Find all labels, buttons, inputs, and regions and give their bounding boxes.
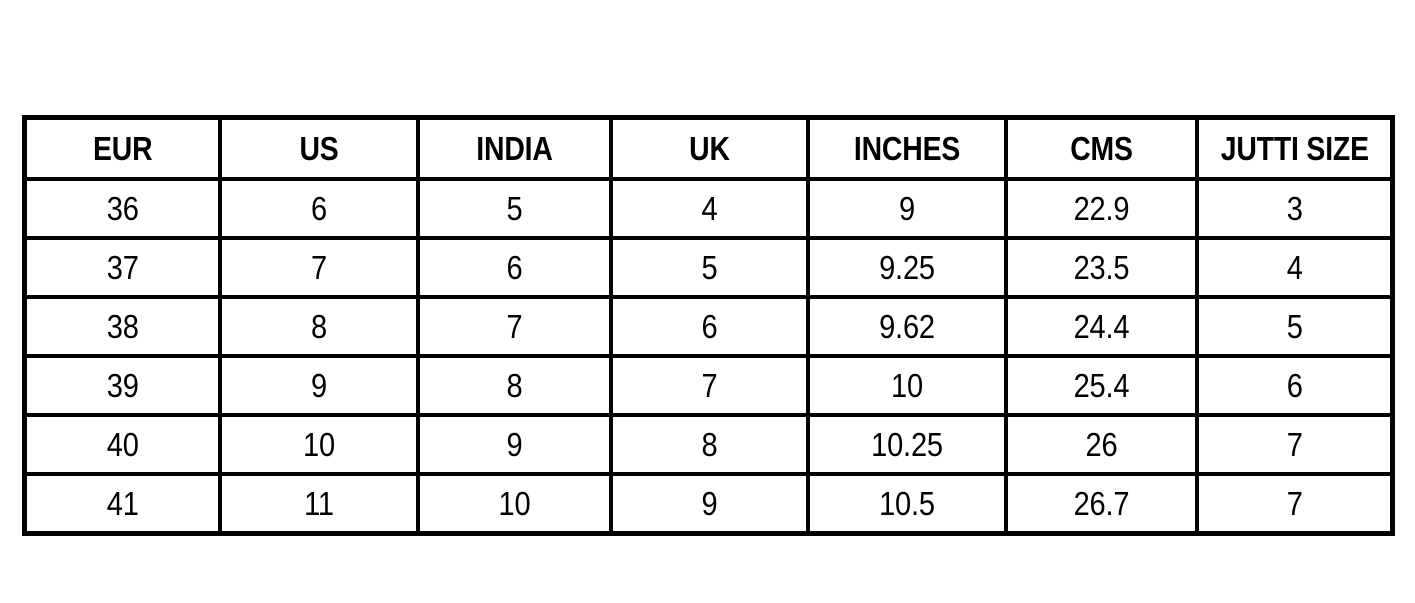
table-row: 37 7 6 5 9.25 23.5 4 bbox=[25, 236, 1393, 299]
cell-us: 6 bbox=[229, 177, 408, 240]
cell-uk: 5 bbox=[620, 236, 798, 299]
cell-uk: 6 bbox=[620, 295, 798, 358]
cell-cms: 25.4 bbox=[1015, 354, 1187, 417]
cell-uk: 7 bbox=[620, 354, 798, 417]
cell-us: 10 bbox=[229, 413, 408, 476]
cell-uk: 4 bbox=[620, 177, 798, 240]
cell-india: 6 bbox=[427, 236, 601, 299]
cell-eur: 40 bbox=[34, 413, 210, 476]
table-row: 36 6 5 4 9 22.9 3 bbox=[25, 177, 1393, 240]
cell-india: 8 bbox=[427, 354, 601, 417]
cell-india: 10 bbox=[427, 472, 601, 536]
column-header-eur: EUR bbox=[36, 115, 208, 181]
cell-inches: 9 bbox=[817, 177, 996, 240]
column-header-india: INDIA bbox=[429, 115, 599, 181]
cell-india: 5 bbox=[427, 177, 601, 240]
cell-jutti-size: 7 bbox=[1206, 413, 1383, 476]
column-header-uk: UK bbox=[622, 115, 796, 181]
cell-uk: 8 bbox=[620, 413, 798, 476]
cell-cms: 24.4 bbox=[1015, 295, 1187, 358]
cell-eur: 41 bbox=[34, 472, 210, 536]
cell-eur: 36 bbox=[34, 177, 210, 240]
cell-uk: 9 bbox=[620, 472, 798, 536]
cell-inches: 10.5 bbox=[817, 472, 996, 536]
cell-cms: 26.7 bbox=[1015, 472, 1187, 536]
cell-eur: 38 bbox=[34, 295, 210, 358]
column-header-jutti-size: JUTTI SIZE bbox=[1208, 115, 1381, 181]
cell-eur: 37 bbox=[34, 236, 210, 299]
cell-jutti-size: 7 bbox=[1206, 472, 1383, 536]
table-row: 40 10 9 8 10.25 26 7 bbox=[25, 413, 1393, 476]
table-header-row: EUR US INDIA UK INCHES CMS JUTTI SIZE bbox=[25, 115, 1393, 181]
cell-us: 7 bbox=[229, 236, 408, 299]
cell-us: 11 bbox=[229, 472, 408, 536]
table-row: 38 8 7 6 9.62 24.4 5 bbox=[25, 295, 1393, 358]
size-conversion-table: EUR US INDIA UK INCHES CMS JUTTI SIZE 36… bbox=[22, 115, 1395, 536]
column-header-cms: CMS bbox=[1017, 115, 1185, 181]
cell-inches: 9.25 bbox=[817, 236, 996, 299]
cell-jutti-size: 5 bbox=[1206, 295, 1383, 358]
cell-jutti-size: 3 bbox=[1206, 177, 1383, 240]
cell-cms: 23.5 bbox=[1015, 236, 1187, 299]
table-row: 41 11 10 9 10.5 26.7 7 bbox=[25, 472, 1393, 536]
cell-jutti-size: 6 bbox=[1206, 354, 1383, 417]
cell-inches: 10 bbox=[817, 354, 996, 417]
cell-us: 8 bbox=[229, 295, 408, 358]
column-header-inches: INCHES bbox=[819, 115, 994, 181]
cell-india: 7 bbox=[427, 295, 601, 358]
cell-cms: 26 bbox=[1015, 413, 1187, 476]
cell-eur: 39 bbox=[34, 354, 210, 417]
cell-us: 9 bbox=[229, 354, 408, 417]
cell-inches: 10.25 bbox=[817, 413, 996, 476]
cell-cms: 22.9 bbox=[1015, 177, 1187, 240]
cell-india: 9 bbox=[427, 413, 601, 476]
column-header-us: US bbox=[231, 115, 406, 181]
table-row: 39 9 8 7 10 25.4 6 bbox=[25, 354, 1393, 417]
cell-jutti-size: 4 bbox=[1206, 236, 1383, 299]
cell-inches: 9.62 bbox=[817, 295, 996, 358]
